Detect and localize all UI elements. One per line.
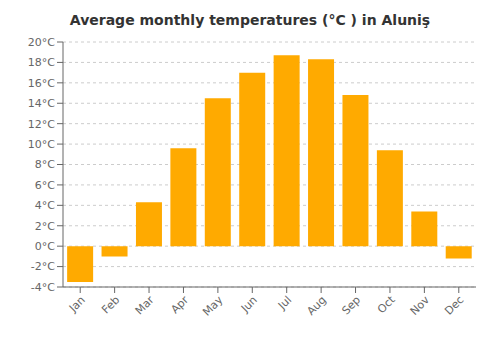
svg-text:Sep: Sep: [339, 293, 363, 317]
svg-text:18°C: 18°C: [28, 56, 55, 69]
svg-text:16°C: 16°C: [28, 77, 55, 90]
svg-text:Jan: Jan: [66, 293, 88, 315]
html-text:Average monthly temperatures (: Average monthly temperatures (°C ) in Al…: [69, 12, 431, 28]
svg-text:0°C: 0°C: [35, 240, 55, 253]
svg-text:8°C: 8°C: [35, 158, 55, 171]
svg-text:Oct: Oct: [375, 293, 398, 316]
svg-text:14°C: 14°C: [28, 97, 55, 110]
svg-text:Jul: Jul: [275, 293, 294, 312]
svg-text:-2°C: -2°C: [31, 260, 55, 273]
svg-text:May: May: [200, 293, 226, 319]
svg-text:-4°C: -4°C: [31, 281, 55, 294]
svg-text:4°C: 4°C: [35, 199, 55, 212]
svg-text:Feb: Feb: [99, 293, 122, 316]
svg-text:10°C: 10°C: [28, 138, 55, 151]
svg-text:Aug: Aug: [304, 293, 328, 317]
svg-text:Dec: Dec: [442, 293, 466, 317]
svg-text:2°C: 2°C: [35, 220, 55, 233]
svg-text:Mar: Mar: [133, 293, 157, 317]
svg-text:6°C: 6°C: [35, 179, 55, 192]
svg-text:Apr: Apr: [168, 293, 191, 316]
svg-text:Jun: Jun: [238, 293, 260, 315]
svg-text:12°C: 12°C: [28, 118, 55, 131]
svg-text:Nov: Nov: [408, 293, 433, 318]
svg-text:20°C: 20°C: [28, 36, 55, 49]
